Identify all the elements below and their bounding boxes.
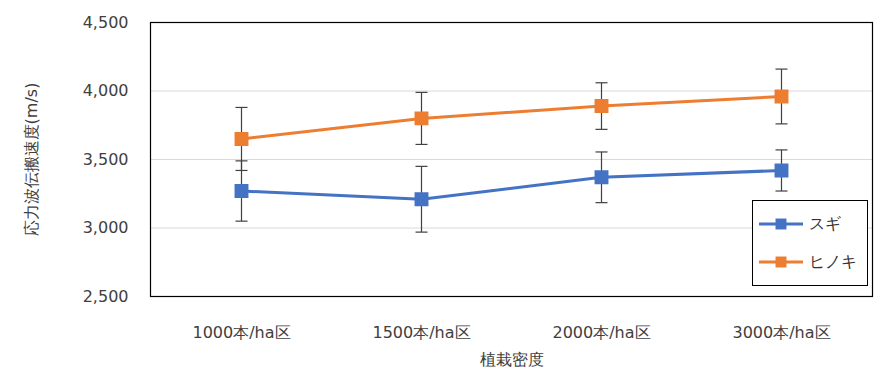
html-text:ヒノキ: ヒノキ xyxy=(809,251,857,271)
svg-text:2000本/ha区: 2000本/ha区 xyxy=(552,323,650,342)
svg-text:植栽密度: 植栽密度 xyxy=(480,350,544,369)
svg-text:3000本/ha区: 3000本/ha区 xyxy=(732,323,830,342)
svg-text:4,000: 4,000 xyxy=(83,81,129,100)
svg-text:3,000: 3,000 xyxy=(83,218,129,237)
svg-text:4,500: 4,500 xyxy=(83,13,129,32)
svg-text:2,500: 2,500 xyxy=(83,287,129,306)
svg-text:1000本/ha区: 1000本/ha区 xyxy=(192,323,290,342)
html-text:スギ: スギ xyxy=(809,213,841,233)
svg-text:3,500: 3,500 xyxy=(83,150,129,169)
svg-text:応力波伝搬速度(m/s): 応力波伝搬速度(m/s) xyxy=(22,83,41,237)
svg-text:1500本/ha区: 1500本/ha区 xyxy=(372,323,470,342)
